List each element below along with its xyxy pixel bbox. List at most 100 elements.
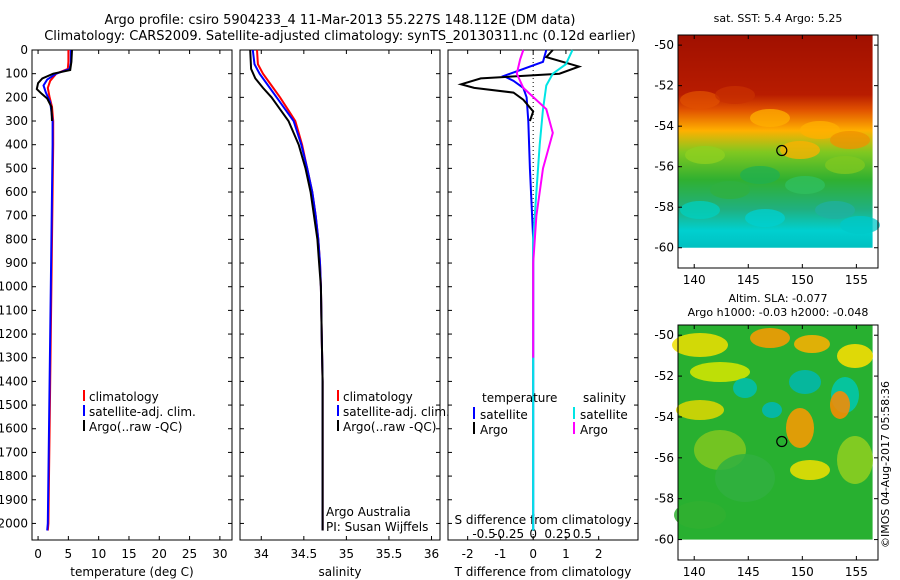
salinity-profile-xlabel: salinity	[318, 565, 361, 579]
difference-profile-frame	[447, 49, 639, 541]
temperature-profile-xtick-label: 30	[212, 547, 227, 561]
temperature-legend-title: temperature	[482, 391, 557, 405]
difference-profile-xtick-label: -2	[462, 547, 474, 561]
sst-patch	[780, 141, 820, 159]
temperature-profile-xtick-label: 5	[65, 547, 73, 561]
sla-patch	[830, 391, 850, 419]
depth-tick-label: 400	[5, 138, 28, 152]
timestamp-stamp: ©IMOS 04-Aug-2017 05:58:36	[879, 381, 892, 548]
salinity-diff-tick-label: 0	[529, 527, 537, 541]
sla-patch	[837, 344, 873, 368]
sst-patch	[745, 209, 785, 227]
sst-map-ytick-label: -60	[654, 241, 674, 255]
difference-profile-xlabel: T difference from climatology	[454, 565, 632, 579]
sla-map-ytick-label: -52	[654, 369, 674, 383]
difference-profile-xtick-label: 0	[529, 547, 537, 561]
sla-patch	[690, 362, 750, 382]
depth-tick-label: 1200	[0, 327, 28, 341]
salinity-diff-tick-label: -0.5	[472, 527, 495, 541]
depth-tick-label: 1000	[0, 280, 28, 294]
sla-map-subtitle: Argo h1000: -0.03 h2000: -0.048	[688, 306, 869, 319]
sla-map-xtick-label: 145	[737, 565, 760, 579]
sst-map-title: sat. SST: 5.4 Argo: 5.25	[714, 12, 843, 25]
sla-map-frame	[677, 324, 879, 561]
sst-map-xtick-label: 150	[791, 273, 814, 287]
figure-title-line1: Argo profile: csiro 5904233_4 11-Mar-201…	[104, 13, 576, 28]
sla-patch	[676, 400, 724, 420]
sst-patch	[825, 156, 865, 174]
temperature-profile-frame	[31, 49, 233, 541]
annotation-line2: PI: Susan Wijffels	[326, 520, 428, 534]
salinity-profile-series-argo	[249, 49, 324, 531]
salinity-profile-frame	[239, 49, 441, 541]
sst-map-xtick-label: 140	[683, 273, 706, 287]
sla-map-title: Altim. SLA: -0.077	[728, 292, 827, 305]
sla-map-ytick-label: -50	[654, 328, 674, 342]
depth-tick-label: 200	[5, 90, 28, 104]
difference-profile-series-s-satellite	[532, 49, 574, 531]
sst-patch	[800, 121, 840, 139]
sla-map-xtick-label: 155	[845, 565, 868, 579]
depth-tick-label: 1800	[0, 469, 28, 483]
sla-map-xtick-label: 150	[791, 565, 814, 579]
sst-map-xtick-label: 155	[845, 273, 868, 287]
sst-patch	[680, 91, 720, 109]
salinity-profile-xtick-label: 35.5	[376, 547, 403, 561]
salinity-profile-series-satellite	[251, 49, 324, 531]
sla-patch	[790, 460, 830, 480]
temperature-legend-label: Argo	[480, 423, 508, 437]
temperature-profile-series-argo	[35, 49, 73, 122]
sst-map-xtick-label: 145	[737, 273, 760, 287]
sla-patch	[837, 436, 873, 484]
sla-patch	[733, 378, 757, 398]
depth-tick-label: 1600	[0, 422, 28, 436]
salinity-profile-xtick-label: 35	[339, 547, 354, 561]
sst-patch	[710, 181, 750, 199]
sst-map-ytick-label: -54	[654, 119, 674, 133]
sst-patch	[815, 201, 855, 219]
salinity-diff-label: S difference from climatology	[455, 513, 632, 527]
depth-tick-label: 300	[5, 114, 28, 128]
salinity-diff-tick-label: 0.5	[573, 527, 592, 541]
sst-patch	[785, 176, 825, 194]
temperature-profile-legend-label: Argo(..raw -QC)	[89, 420, 182, 434]
depth-tick-label: 1100	[0, 303, 28, 317]
depth-tick-label: 1700	[0, 445, 28, 459]
salinity-profile-legend-label: climatology	[343, 390, 413, 404]
sla-patch	[750, 328, 790, 348]
sst-map-ytick-label: -56	[654, 160, 674, 174]
temperature-profile-xtick-label: 25	[182, 547, 197, 561]
salinity-profile-legend-label: satellite-adj. clim.	[343, 405, 450, 419]
temperature-profile-xtick-label: 20	[152, 547, 167, 561]
difference-profile-xtick-label: -1	[494, 547, 506, 561]
difference-profile-series-s-argo	[515, 49, 554, 358]
depth-tick-label: 2000	[0, 516, 28, 530]
temperature-profile-xtick-label: 10	[91, 547, 106, 561]
salinity-diff-tick-label: 0.25	[544, 527, 571, 541]
sst-patch	[685, 146, 725, 164]
salinity-profile-xtick-label: 34.5	[290, 547, 317, 561]
depth-tick-label: 800	[5, 232, 28, 246]
salinity-legend-title: salinity	[583, 391, 626, 405]
depth-tick-label: 1400	[0, 374, 28, 388]
sla-map-ytick-label: -58	[654, 492, 674, 506]
sst-patch	[715, 86, 755, 104]
sla-patch	[762, 402, 782, 418]
depth-tick-label: 500	[5, 161, 28, 175]
sla-map-ytick-label: -56	[654, 451, 674, 465]
sst-patch	[750, 109, 790, 127]
salinity-profile-xtick-label: 36	[424, 547, 439, 561]
depth-tick-label: 0	[20, 43, 28, 57]
temperature-profile-xtick-label: 0	[34, 547, 42, 561]
temperature-legend-label: satellite	[480, 408, 528, 422]
sla-patch	[672, 333, 728, 357]
salinity-diff-tick-label: -0.25	[493, 527, 524, 541]
salinity-legend-label: Argo	[580, 423, 608, 437]
temperature-profile-series-satellite	[42, 50, 72, 531]
sla-map-xtick-label: 140	[683, 565, 706, 579]
sst-map-ytick-label: -58	[654, 200, 674, 214]
depth-tick-label: 1900	[0, 493, 28, 507]
salinity-profile-xtick-label: 34	[254, 547, 269, 561]
difference-profile-xtick-label: 2	[595, 547, 603, 561]
